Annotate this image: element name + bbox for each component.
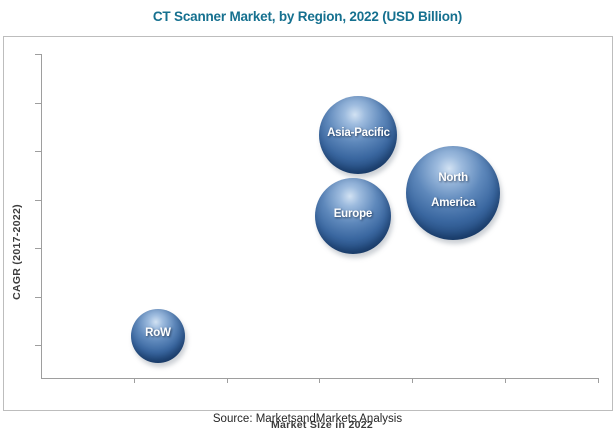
- y-axis-label: CAGR (2017-2022): [11, 204, 23, 300]
- plot-area: CAGR (2017-2022) Market Size in 2022 Asi…: [3, 36, 613, 431]
- source-caption: Source: MarketsandMarkets Analysis: [212, 413, 403, 425]
- y-axis-tick: [35, 102, 41, 104]
- bubble-asia-pacific: Asia-Pacific: [319, 96, 398, 174]
- x-axis-tick: [227, 378, 228, 383]
- bubble-label: Asia-Pacific: [327, 126, 390, 139]
- bubble-row: RoW: [130, 308, 185, 363]
- y-axis-tick: [35, 199, 41, 201]
- y-axis-line: [41, 54, 42, 378]
- x-axis-tick: [134, 378, 135, 383]
- y-axis-tick: [35, 54, 41, 55]
- x-axis-label: Market Size in 2022: [271, 419, 373, 431]
- bubble-label: Europe: [333, 207, 373, 220]
- y-axis-tick: [35, 345, 41, 346]
- y-axis-tick: [35, 296, 41, 298]
- y-axis-tick: [35, 248, 41, 249]
- bubble-europe: Europe: [314, 178, 391, 254]
- y-axis-tick: [35, 151, 41, 152]
- x-axis-tick: [598, 378, 599, 383]
- bubble-label: North America: [431, 172, 476, 210]
- bubble-label: RoW: [145, 327, 171, 340]
- x-axis-line: [41, 378, 599, 379]
- chart-title: CT Scanner Market, by Region, 2022 (USD …: [152, 9, 463, 24]
- bubble-north-america: North America: [406, 146, 501, 241]
- x-axis-tick: [505, 378, 506, 383]
- x-axis-tick: [319, 378, 320, 383]
- x-axis-tick: [412, 378, 413, 383]
